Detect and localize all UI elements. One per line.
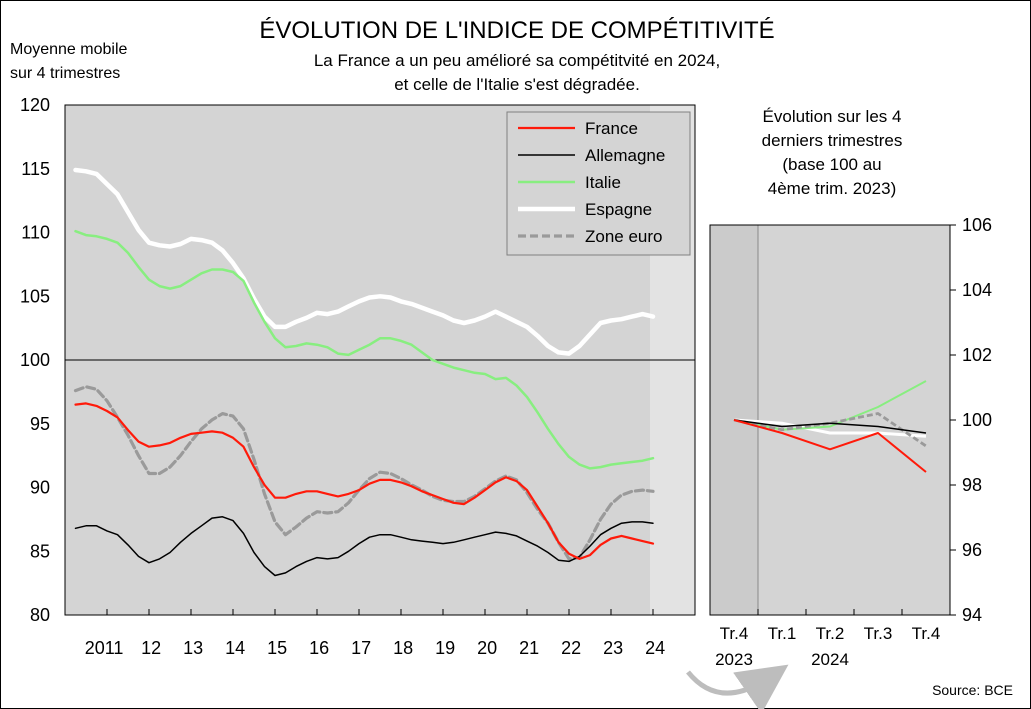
main-x-tick-label: 21	[519, 638, 539, 658]
legend-label-italie: Italie	[585, 173, 621, 192]
main-x-tick-label: 2011	[85, 638, 124, 658]
chart-subtitle-line2: et celle de l'Italie s'est dégradée.	[394, 75, 640, 94]
legend-label-zone-euro: Zone euro	[585, 227, 663, 246]
legend: France Allemagne Italie Espagne Zone euro	[506, 111, 691, 256]
inset-y-tick-label: 104	[962, 280, 992, 300]
inset-title-line: Évolution sur les 4	[763, 107, 902, 126]
legend-label-allemagne: Allemagne	[585, 146, 665, 165]
series-line-espagne	[73, 167, 656, 356]
legend-label-france: France	[585, 119, 638, 138]
main-y-tick-label: 90	[30, 478, 50, 498]
legend-label-espagne: Espagne	[585, 200, 652, 219]
source-label: Source: BCE	[932, 682, 1013, 698]
main-y-tick-label: 85	[30, 541, 50, 561]
main-x-tick-label: 12	[141, 638, 161, 658]
inset-plot-area	[758, 225, 950, 615]
chart-title: ÉVOLUTION DE L'INDICE DE COMPÉTITIVITÉ	[259, 17, 774, 44]
main-x-tick-label: 14	[225, 638, 245, 658]
main-y-tick-label: 115	[21, 159, 50, 179]
inset-title: Évolution sur les 4 derniers trimestres (b…	[762, 107, 903, 198]
legend-box	[506, 111, 691, 256]
unit-label-line2: sur 4 trimestres	[10, 65, 120, 82]
inset-series-line-allemagne	[733, 419, 927, 434]
main-y-tick-label: 95	[30, 414, 50, 434]
inset-y-tick-label: 96	[962, 540, 982, 560]
inset-series-line-france	[733, 419, 927, 473]
inset-y-tick-label: 98	[962, 475, 982, 495]
unit-label-line1: Moyenne mobile	[10, 41, 128, 58]
inset-x-tick-label: Tr.4	[720, 624, 749, 643]
main-x-tick-label: 15	[267, 638, 287, 658]
inset-title-line: derniers trimestres	[762, 131, 903, 150]
main-y-tick-label: 80	[30, 605, 50, 625]
inset-x-tick-label: Tr.2	[816, 624, 845, 643]
main-y-axis: 80 85 90 95 100 105 110 115 120	[20, 95, 50, 625]
inset-series-line-zone-euro	[733, 412, 927, 448]
inset-y-axis: 94 96 98 100 102 104 106	[950, 215, 992, 625]
inset-y-tick-label: 100	[962, 410, 992, 430]
main-y-tick-label: 100	[20, 350, 50, 370]
main-x-tick-label: 23	[603, 638, 623, 658]
inset-chart: Évolution sur les 4 derniers trimestres (b…	[709, 107, 992, 669]
main-x-tick-label: 18	[393, 638, 413, 658]
inset-x-axis: Tr.4 Tr.1 Tr.2 Tr.3 Tr.4 2023 2024	[715, 609, 940, 669]
inset-series-group	[733, 380, 927, 473]
main-x-tick-label: 22	[561, 638, 581, 658]
chart-subtitle-line1: La France a un peu amélioré sa compétitv…	[314, 51, 720, 70]
main-x-tick-label: 17	[351, 638, 371, 658]
main-series-group	[73, 167, 656, 577]
main-x-tick-label: 24	[645, 638, 665, 658]
inset-title-line: (base 100 au	[782, 155, 881, 174]
inset-x-tick-label: Tr.3	[864, 624, 893, 643]
inset-y-tick-label: 106	[962, 215, 992, 235]
main-chart: 80 85 90 95 100 105 110 115 120 2011 12 13 14 15 16 17…	[20, 95, 696, 658]
main-x-axis: 2011 12 13 14 15 16 17 18 19 20 21 22 23 24	[85, 609, 665, 658]
inset-year-label: 2024	[811, 650, 849, 669]
series-line-italie	[74, 229, 655, 470]
main-x-tick-label: 20	[477, 638, 497, 658]
curved-arrow-icon	[686, 664, 789, 709]
main-x-tick-label: 13	[183, 638, 203, 658]
main-y-tick-label: 105	[20, 286, 50, 306]
inset-year-label: 2023	[715, 650, 753, 669]
inset-x-tick-label: Tr.4	[912, 624, 941, 643]
main-y-tick-label: 120	[20, 95, 50, 115]
main-y-tick-label: 110	[21, 223, 50, 243]
inset-y-tick-label: 94	[962, 605, 982, 625]
series-line-allemagne	[74, 516, 654, 577]
inset-series-line-espagne	[733, 418, 927, 438]
inset-y-tick-label: 102	[962, 345, 992, 365]
main-x-tick-label: 16	[309, 638, 329, 658]
main-x-tick-label: 19	[435, 638, 455, 658]
series-line-france	[74, 402, 655, 561]
inset-x-tick-label: Tr.1	[768, 624, 797, 643]
inset-title-line: 4ème trim. 2023)	[768, 179, 897, 198]
